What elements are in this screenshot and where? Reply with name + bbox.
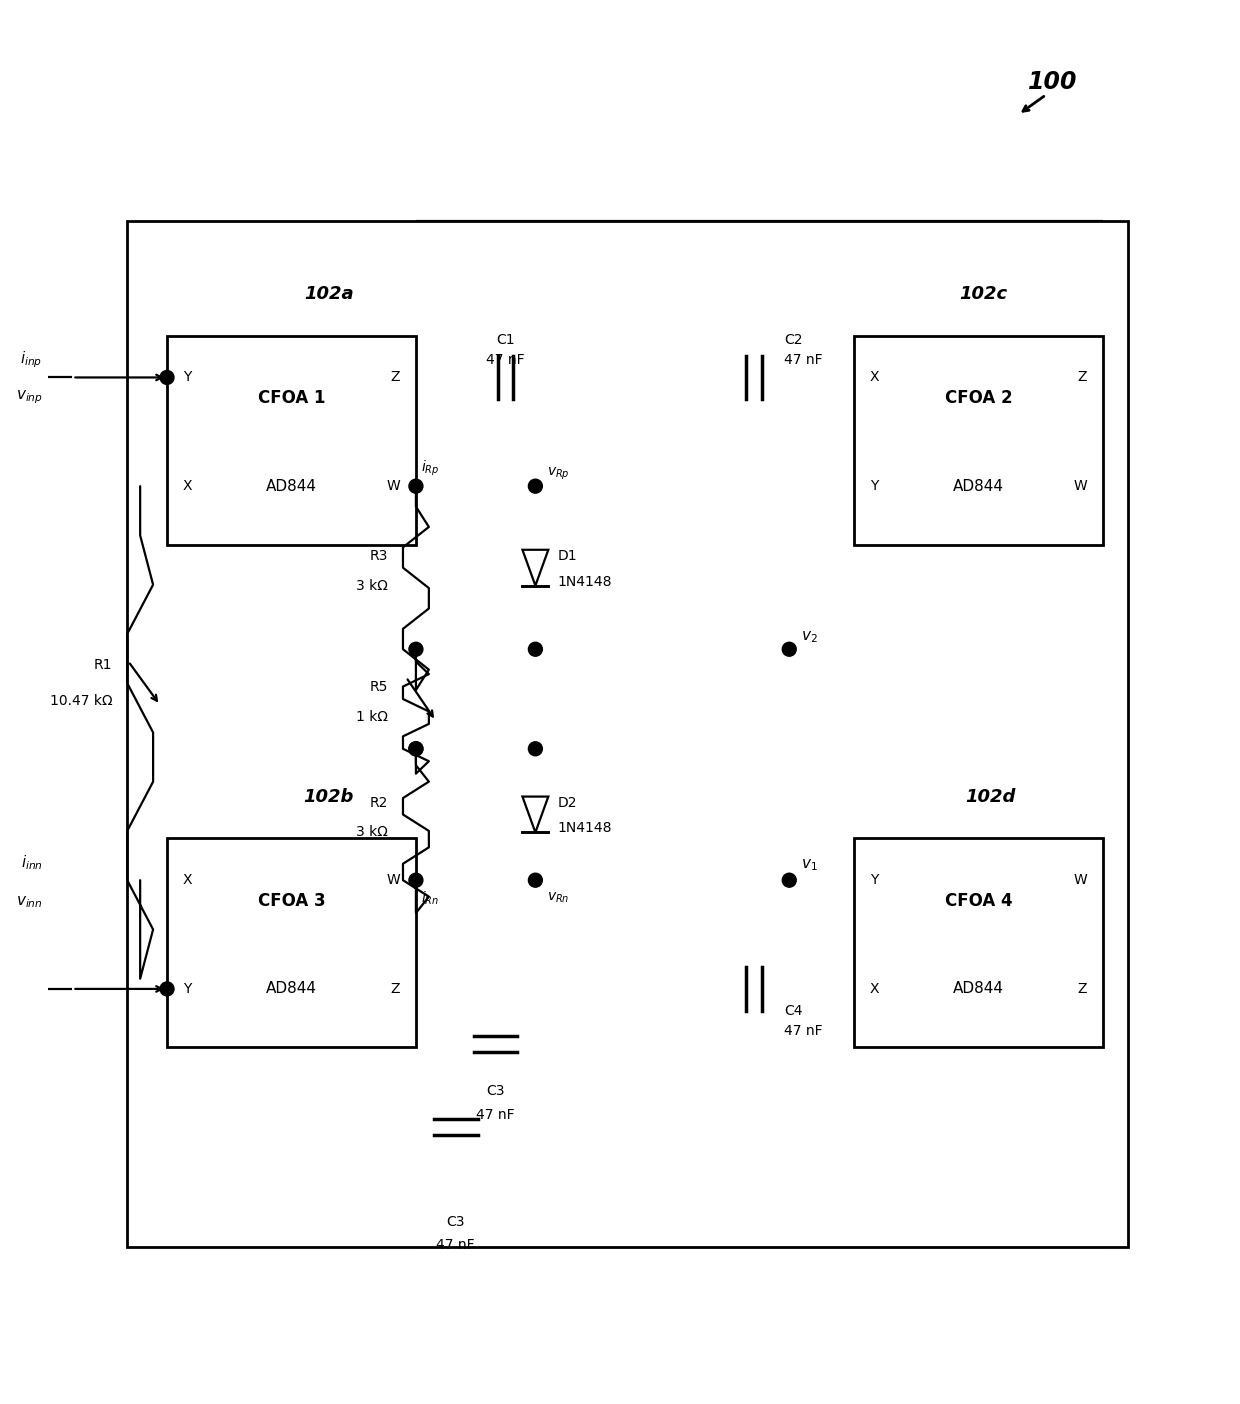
Text: 102c: 102c xyxy=(960,285,1007,303)
Circle shape xyxy=(409,873,423,887)
Bar xyxy=(128,222,1127,1247)
Text: CFOA 2: CFOA 2 xyxy=(945,389,1012,407)
Text: 1N4148: 1N4148 xyxy=(557,821,611,835)
Text: 47 nF: 47 nF xyxy=(784,1024,823,1038)
Text: C4: C4 xyxy=(784,1004,802,1018)
Text: X: X xyxy=(184,873,192,887)
Text: R3: R3 xyxy=(370,549,388,563)
Text: 47 nF: 47 nF xyxy=(436,1237,475,1251)
Bar xyxy=(854,838,1102,1047)
Circle shape xyxy=(160,371,174,385)
Circle shape xyxy=(528,873,542,887)
Text: 47 nF: 47 nF xyxy=(476,1108,515,1122)
Circle shape xyxy=(160,981,174,995)
Text: D1: D1 xyxy=(557,549,577,563)
Circle shape xyxy=(409,741,423,755)
Text: 1N4148: 1N4148 xyxy=(557,574,611,588)
Text: 102b: 102b xyxy=(304,788,353,806)
Text: R5: R5 xyxy=(370,680,388,694)
Bar xyxy=(167,838,415,1047)
Text: AD844: AD844 xyxy=(952,479,1004,494)
Text: W: W xyxy=(386,479,401,493)
Text: 10.47 kΩ: 10.47 kΩ xyxy=(50,694,113,708)
Text: R1: R1 xyxy=(94,658,113,673)
Circle shape xyxy=(528,741,542,755)
Text: Y: Y xyxy=(870,873,878,887)
Text: X: X xyxy=(870,981,879,995)
Circle shape xyxy=(528,479,542,493)
Circle shape xyxy=(528,642,542,656)
Text: AD844: AD844 xyxy=(265,981,317,997)
Text: Z: Z xyxy=(1078,371,1087,385)
Text: Y: Y xyxy=(184,981,191,995)
Text: CFOA 1: CFOA 1 xyxy=(258,389,325,407)
Text: $v_{inp}$: $v_{inp}$ xyxy=(16,389,42,406)
Circle shape xyxy=(409,479,423,493)
Polygon shape xyxy=(522,550,548,585)
Text: 3 kΩ: 3 kΩ xyxy=(356,578,388,592)
Text: CFOA 4: CFOA 4 xyxy=(945,892,1012,910)
Text: W: W xyxy=(1073,479,1087,493)
Text: W: W xyxy=(386,873,401,887)
Text: D2: D2 xyxy=(557,796,577,810)
Text: $i_{Rn}$: $i_{Rn}$ xyxy=(420,889,439,907)
Text: $v_2$: $v_2$ xyxy=(801,629,818,646)
Bar xyxy=(167,336,415,545)
Text: 102a: 102a xyxy=(304,285,353,303)
Text: $v_{Rn}$: $v_{Rn}$ xyxy=(547,892,570,906)
Bar xyxy=(854,336,1102,545)
Text: $v_{Rp}$: $v_{Rp}$ xyxy=(547,466,570,483)
Text: $v_1$: $v_1$ xyxy=(801,858,818,873)
Text: Y: Y xyxy=(184,371,191,385)
Text: 102d: 102d xyxy=(966,788,1016,806)
Text: R2: R2 xyxy=(370,796,388,810)
Text: Z: Z xyxy=(391,981,401,995)
Text: 100: 100 xyxy=(1028,70,1078,94)
Text: AD844: AD844 xyxy=(265,479,317,494)
Text: X: X xyxy=(184,479,192,493)
Circle shape xyxy=(409,642,423,656)
Text: Z: Z xyxy=(1078,981,1087,995)
Polygon shape xyxy=(522,796,548,833)
Circle shape xyxy=(782,873,796,887)
Text: Z: Z xyxy=(391,371,401,385)
Text: CFOA 3: CFOA 3 xyxy=(258,892,325,910)
Text: C3: C3 xyxy=(486,1084,505,1098)
Text: AD844: AD844 xyxy=(952,981,1004,997)
Text: C2: C2 xyxy=(784,333,802,347)
Text: X: X xyxy=(870,371,879,385)
Circle shape xyxy=(409,741,423,755)
Text: $i_{inn}$: $i_{inn}$ xyxy=(21,852,42,872)
Text: C3: C3 xyxy=(446,1214,465,1228)
Text: 47 nF: 47 nF xyxy=(784,352,823,366)
Text: $i_{Rp}$: $i_{Rp}$ xyxy=(420,459,439,477)
Text: 1 kΩ: 1 kΩ xyxy=(356,710,388,724)
Text: $v_{inn}$: $v_{inn}$ xyxy=(16,894,42,910)
Text: $i_{inp}$: $i_{inp}$ xyxy=(20,350,42,369)
Text: 3 kΩ: 3 kΩ xyxy=(356,826,388,840)
Circle shape xyxy=(782,642,796,656)
Text: C1: C1 xyxy=(496,333,515,347)
Text: W: W xyxy=(1073,873,1087,887)
Text: 47 nF: 47 nF xyxy=(486,352,525,366)
Text: Y: Y xyxy=(870,479,878,493)
